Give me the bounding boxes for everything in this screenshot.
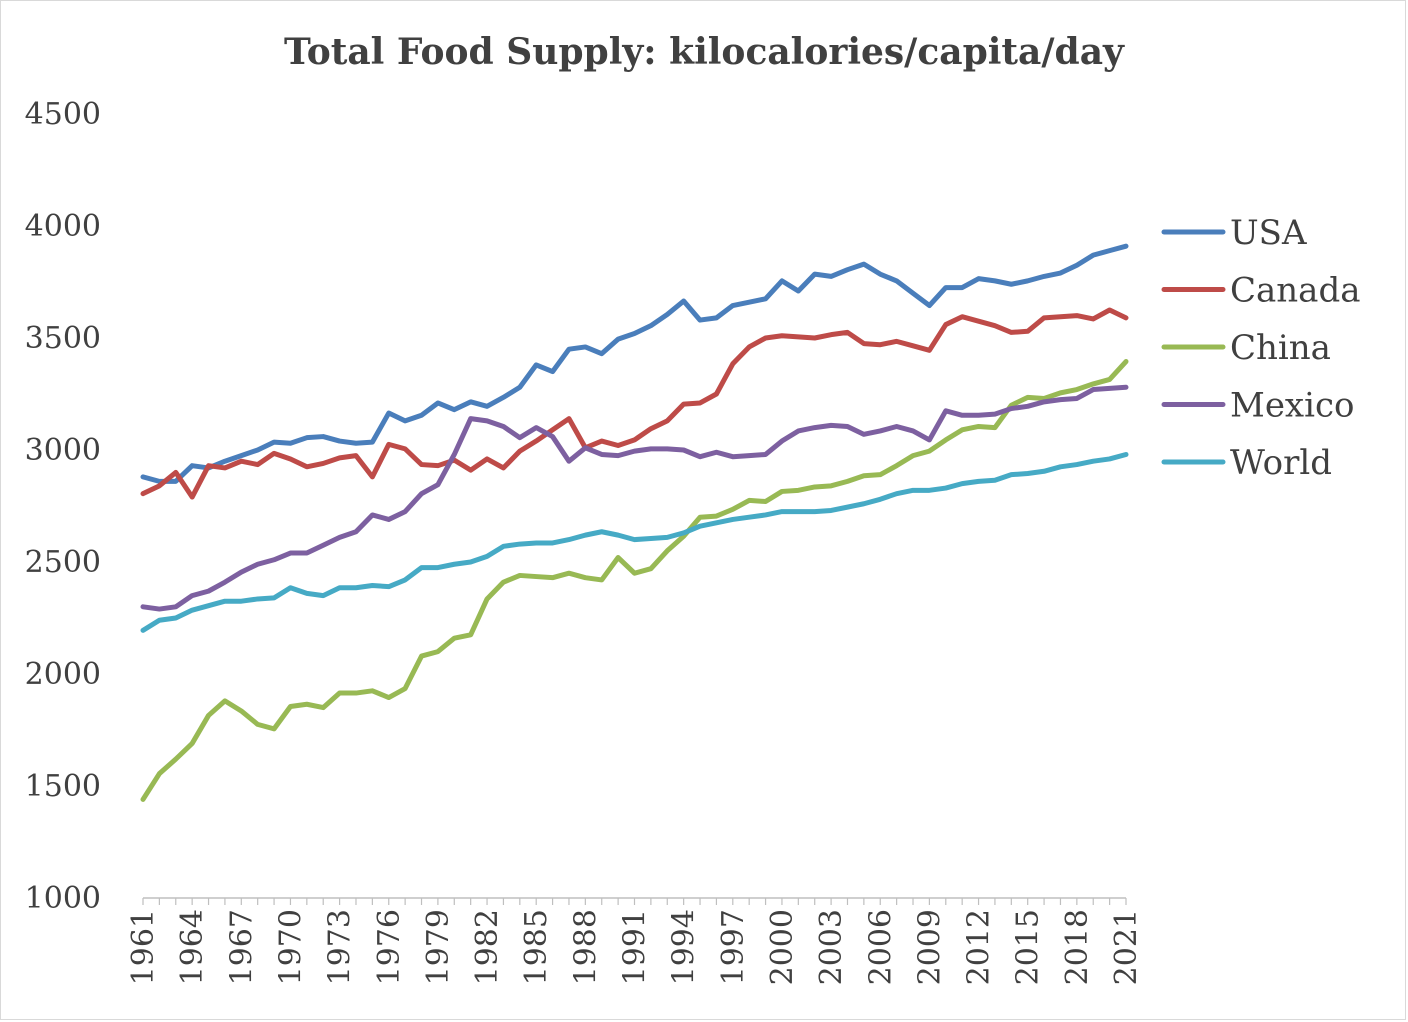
y-tick-label: 2000	[25, 657, 101, 692]
series-line-canada	[140, 307, 1129, 500]
x-tick-label: 1982	[470, 909, 505, 985]
legend: USA Canada China Mexico World	[1161, 213, 1361, 483]
x-tick-label: 1976	[372, 909, 407, 985]
y-tick-label: 4500	[25, 97, 101, 132]
x-tick-label: 2015	[1011, 909, 1046, 985]
x-tick-label: 1979	[421, 909, 456, 985]
y-tick-label: 1500	[25, 769, 101, 804]
x-axis: 1961 1964 1967 1970 1973 1976 1979 1982 1985 1988…	[126, 897, 1144, 985]
x-tick-label: 1973	[323, 909, 358, 985]
series-lines	[140, 243, 1129, 802]
legend-label-china: China	[1230, 328, 1331, 368]
x-tick-label: 2021	[1109, 909, 1144, 985]
y-tick-label: 1000	[25, 881, 101, 916]
x-tick-label: 1961	[126, 909, 161, 985]
series-line-world	[140, 451, 1129, 633]
series-line-usa	[140, 243, 1129, 484]
x-tick-label: 2006	[863, 909, 898, 985]
y-tick-label: 3000	[25, 433, 101, 468]
x-tick-label: 2009	[912, 909, 947, 985]
y-tick-label: 4000	[25, 209, 101, 244]
x-tick-label: 2018	[1060, 909, 1095, 985]
x-tick-label: 1985	[519, 909, 554, 985]
x-tick-label: 1988	[568, 909, 603, 985]
legend-label-usa: USA	[1230, 213, 1307, 253]
x-tick-label: 1997	[716, 909, 751, 985]
x-tick-label: 1991	[618, 909, 653, 985]
x-tick-label: 1970	[273, 909, 308, 985]
x-tick-label: 2003	[814, 909, 849, 985]
y-tick-label: 2500	[25, 545, 101, 580]
legend-label-mexico: Mexico	[1230, 386, 1355, 426]
series-line-china	[140, 359, 1129, 802]
series-line-mexico	[140, 384, 1129, 612]
x-tick-label: 2000	[765, 909, 800, 985]
y-axis: 1000 1500 2000 2500 3000 3500 4000 4500	[25, 97, 101, 916]
legend-label-canada: Canada	[1230, 271, 1361, 311]
legend-label-world: World	[1230, 443, 1332, 483]
x-tick-label: 1964	[175, 909, 210, 985]
x-tick-label: 2012	[962, 909, 997, 985]
y-tick-label: 3500	[25, 321, 101, 356]
x-tick-label: 1994	[667, 909, 702, 985]
x-tick-label: 1967	[224, 909, 259, 985]
chart-title: Total Food Supply: kilocalories/capita/d…	[284, 31, 1125, 73]
